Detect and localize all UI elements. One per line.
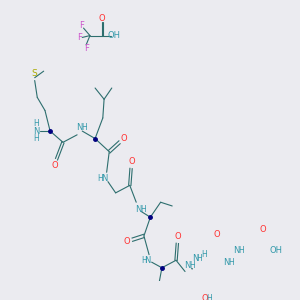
Text: O: O (120, 134, 127, 143)
Text: OH: OH (108, 31, 121, 40)
Text: N: N (33, 127, 39, 136)
Text: N: N (184, 261, 191, 270)
Text: H: H (33, 119, 39, 128)
Text: N: N (223, 258, 229, 267)
Text: N: N (192, 254, 199, 263)
Text: N: N (101, 174, 107, 183)
Text: S: S (32, 70, 38, 79)
Text: F: F (84, 44, 88, 53)
Text: H: H (98, 174, 103, 183)
Text: H: H (141, 256, 147, 265)
Text: O: O (99, 14, 106, 23)
Text: O: O (124, 237, 130, 246)
Text: N: N (145, 256, 151, 265)
Text: H: H (196, 254, 202, 263)
Text: H: H (189, 261, 195, 270)
Text: N: N (76, 123, 83, 132)
Text: O: O (260, 225, 266, 234)
Text: O: O (201, 294, 208, 300)
Text: F: F (79, 21, 84, 30)
Text: H: H (140, 205, 146, 214)
Text: H: H (201, 250, 207, 259)
Text: O: O (52, 161, 59, 170)
Text: H: H (206, 294, 212, 300)
Text: OH: OH (270, 246, 283, 255)
Text: N: N (135, 205, 141, 214)
Text: H: H (239, 246, 244, 255)
Text: H: H (228, 258, 233, 267)
Text: H: H (81, 123, 87, 132)
Text: O: O (213, 230, 220, 239)
Text: N: N (233, 246, 240, 255)
Text: H: H (33, 134, 39, 143)
Text: O: O (175, 232, 181, 242)
Text: O: O (128, 158, 135, 166)
Text: F: F (77, 33, 82, 42)
